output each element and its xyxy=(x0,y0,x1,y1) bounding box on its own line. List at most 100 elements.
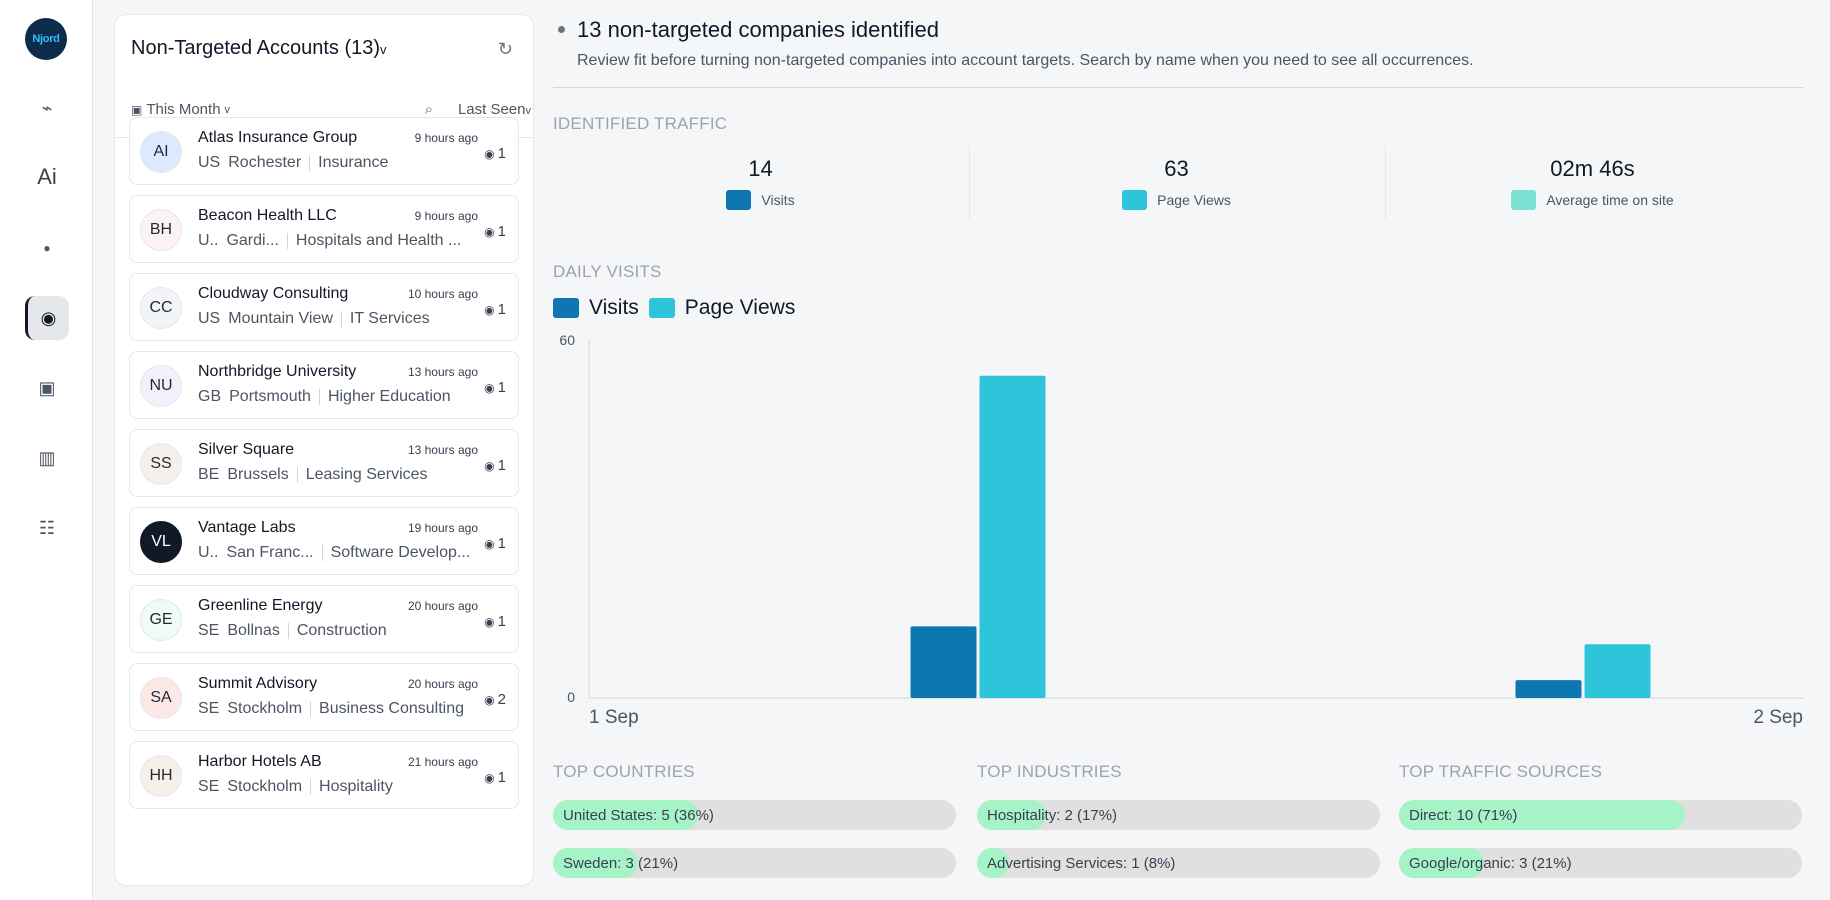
legend-label: Visits xyxy=(589,296,639,319)
country-bar[interactable]: United States: 5 (36%) xyxy=(553,800,956,830)
panel-title[interactable]: Non-Targeted Accounts (13)v xyxy=(131,37,387,59)
industry: Business Consulting xyxy=(319,700,465,717)
identified-traffic-label: IDENTIFIED TRAFFIC xyxy=(553,114,728,133)
stat-value: 02m 46s xyxy=(1550,156,1635,181)
avatar: GE xyxy=(140,599,182,641)
search-icon[interactable]: ⌕ xyxy=(424,101,433,118)
city: Stockholm xyxy=(227,778,303,795)
refresh-icon[interactable]: ↻ xyxy=(497,39,513,59)
chevron-down-icon: v xyxy=(380,42,387,57)
visit-count: ◉ 1 xyxy=(484,769,506,786)
account-card[interactable]: CC Cloudway Consulting 10 hours ago ◉ 1 US Mou… xyxy=(129,273,519,341)
rail-item-activity[interactable]: ⌁ xyxy=(25,86,69,130)
account-card[interactable]: NU Northbridge University 13 hours ago ◉ 1 GB… xyxy=(129,351,519,419)
stat-avg-time: 02m 46s Average time on site xyxy=(1385,148,1800,220)
country-code: U.. xyxy=(198,544,219,561)
stat-value: 14 xyxy=(748,156,773,181)
period-label: This Month xyxy=(146,101,221,118)
eye-icon: ◉ xyxy=(484,615,495,629)
country-bar[interactable]: Sweden: 3 (21%) xyxy=(553,848,956,878)
industry-bar[interactable]: Advertising Services: 1 (8%) xyxy=(977,848,1380,878)
legend-swatch xyxy=(648,298,675,318)
avatar: BH xyxy=(140,209,182,251)
source-bar[interactable]: Google/organic: 3 (21%) xyxy=(1399,848,1802,878)
top-countries-label: TOP COUNTRIES xyxy=(553,762,695,781)
rail-item-columns[interactable]: ▥ xyxy=(25,436,69,480)
divider xyxy=(553,87,1803,88)
account-meta: SE Bollnas Construction xyxy=(198,622,387,640)
industry: Leasing Services xyxy=(305,466,428,483)
list-icon: ☷ xyxy=(38,517,56,538)
last-seen: 9 hours ago xyxy=(414,131,478,145)
rail-item-list[interactable]: ☷ xyxy=(25,506,69,550)
industry: Higher Education xyxy=(327,388,451,405)
country-code: SE xyxy=(198,700,220,717)
avatar: HH xyxy=(140,755,182,797)
accounts-panel: Non-Targeted Accounts (13)v ↻ ▣ This Mon… xyxy=(114,14,534,886)
bar-page-views xyxy=(979,375,1046,698)
account-meta: US Rochester Insurance xyxy=(198,154,388,172)
account-card[interactable]: HH Harbor Hotels AB 21 hours ago ◉ 1 SE Stockh… xyxy=(129,741,519,809)
city: Bollnas xyxy=(227,622,280,639)
bar-fill xyxy=(977,800,1046,830)
account-card[interactable]: VL Vantage Labs 19 hours ago ◉ 1 U.. San Franc… xyxy=(129,507,519,575)
divider xyxy=(321,545,323,561)
rail-item-target[interactable]: ◉ xyxy=(25,296,69,340)
visit-count: ◉ 1 xyxy=(484,613,506,630)
activity-icon: ⌁ xyxy=(41,97,53,118)
rail-item-ai[interactable]: Ai xyxy=(25,155,69,199)
bar-label: Direct: 10 (71%) xyxy=(1409,807,1518,824)
eye-icon: ◉ xyxy=(484,771,495,785)
page-subtitle: Review fit before turning non-targeted c… xyxy=(577,52,1474,69)
account-name: Harbor Hotels AB xyxy=(198,753,322,770)
top-sources-label: TOP TRAFFIC SOURCES xyxy=(1399,762,1603,781)
stat-label: Average time on site xyxy=(1546,192,1674,208)
calendar-icon: ▣ xyxy=(131,102,143,117)
columns-icon: ▥ xyxy=(38,447,56,468)
stat-label: Visits xyxy=(761,192,795,208)
account-meta: GB Portsmouth Higher Education xyxy=(198,388,451,406)
page-title: 13 non-targeted companies identified xyxy=(577,17,940,42)
account-meta: SE Stockholm Hospitality xyxy=(198,778,393,796)
x-tick-label: 1 Sep xyxy=(589,707,639,728)
eye-icon: ◉ xyxy=(484,303,495,317)
visit-count: ◉ 2 xyxy=(484,691,506,708)
city: San Franc... xyxy=(226,544,314,561)
source-bar[interactable]: Direct: 10 (71%) xyxy=(1399,800,1802,830)
legend-label: Page Views xyxy=(684,296,796,319)
period-filter[interactable]: ▣ This Month v xyxy=(131,101,230,118)
account-card[interactable]: BH Beacon Health LLC 9 hours ago ◉ 1 U.. Gardi… xyxy=(129,195,519,263)
bar-fill xyxy=(977,848,1010,878)
top-industries-label: TOP INDUSTRIES xyxy=(977,762,1122,781)
account-card[interactable]: SS Silver Square 13 hours ago ◉ 1 BE Brussels L… xyxy=(129,429,519,497)
legend-page-views[interactable]: Page Views xyxy=(648,296,796,320)
last-seen: 20 hours ago xyxy=(407,677,478,691)
app-logo[interactable]: Njord xyxy=(25,18,67,60)
account-card[interactable]: GE Greenline Energy 20 hours ago ◉ 1 SE Bollna… xyxy=(129,585,519,653)
industry-bar[interactable]: Hospitality: 2 (17%) xyxy=(977,800,1380,830)
legend-swatch xyxy=(1511,190,1537,210)
account-card[interactable]: AI Atlas Insurance Group 9 hours ago ◉ 1 US Ro… xyxy=(129,117,519,185)
building-icon: ▣ xyxy=(38,377,56,398)
city: Rochester xyxy=(228,154,302,171)
last-seen: 13 hours ago xyxy=(407,443,478,457)
stat-value: 63 xyxy=(1164,156,1189,181)
legend-visits[interactable]: Visits xyxy=(553,296,639,320)
last-seen: 19 hours ago xyxy=(407,521,478,535)
avatar: SS xyxy=(140,443,182,485)
chevron-down-icon: v xyxy=(224,103,231,116)
account-card[interactable]: SA Summit Advisory 20 hours ago ◉ 2 SE Stockho… xyxy=(129,663,519,731)
eye-icon: ◉ xyxy=(484,225,495,239)
industry: Software Develop... xyxy=(330,544,471,561)
visit-count: ◉ 1 xyxy=(484,223,506,240)
bar-fill xyxy=(553,848,638,878)
sort-dropdown[interactable]: Last Seenv xyxy=(458,101,531,118)
rail-item-dot[interactable]: ● xyxy=(25,226,69,270)
last-seen: 10 hours ago xyxy=(407,287,478,301)
eye-icon: ◉ xyxy=(484,459,495,473)
legend-swatch xyxy=(553,298,579,318)
bar-label: Sweden: 3 (21%) xyxy=(563,855,679,872)
account-meta: SE Stockholm Business Consulting xyxy=(198,700,464,718)
visit-count: ◉ 1 xyxy=(484,301,506,318)
rail-item-building[interactable]: ▣ xyxy=(25,366,69,410)
